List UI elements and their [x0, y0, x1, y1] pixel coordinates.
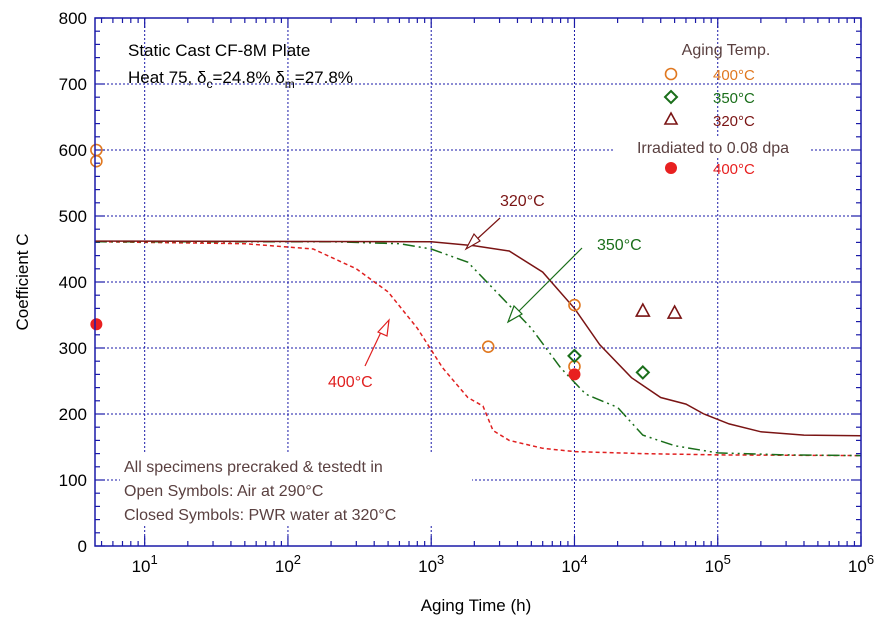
- arrow-400: [364, 318, 390, 367]
- aged350-point: [635, 365, 651, 380]
- x-tick-label: 105: [705, 552, 731, 576]
- legend-header: Aging Temp.: [682, 42, 771, 59]
- fit-curves: [94, 240, 862, 457]
- legend: Aging Temp. 400°C 350°C 320°C Irradiated…: [613, 42, 811, 178]
- aged320-point: [666, 304, 683, 319]
- curve-label-320: 320°C: [500, 193, 545, 210]
- x-tick-label: 104: [561, 552, 587, 576]
- title-line-1: Static Cast CF-8M Plate: [128, 41, 310, 60]
- y-tick-label: 300: [59, 339, 87, 358]
- curve-label-350: 350°C: [597, 237, 642, 254]
- y-tick-label: 500: [59, 207, 87, 226]
- y-tick-label: 700: [59, 75, 87, 94]
- legend-label-350: 350°C: [713, 90, 755, 107]
- curve350-line: [95, 240, 862, 457]
- note-line-3: Closed Symbols: PWR water at 320°C: [124, 507, 396, 524]
- axis-tick-labels: 0 100 200 300 400 500 600 700 800 101 102 103 104 105…: [59, 9, 874, 576]
- y-tick-label: 0: [78, 537, 87, 556]
- legend-label-320: 320°C: [713, 113, 755, 130]
- aged400-point: [568, 298, 581, 312]
- curve320-line: [94, 240, 862, 437]
- title-line-2: Heat 75, δc=24.8% δm=27.8%: [128, 68, 353, 91]
- legend-irr-header: Irradiated to 0.08 dpa: [637, 140, 789, 157]
- plot-frame: [94, 17, 862, 547]
- legend-label-400: 400°C: [713, 67, 755, 84]
- aged320-point: [634, 302, 651, 317]
- legend-irr-header-bg: [613, 137, 811, 157]
- irr400-point: [90, 318, 103, 331]
- arrow-320: [464, 217, 501, 251]
- legend-marker-irr: [665, 162, 677, 174]
- curve-annotations: 320°C 350°C 400°C: [328, 193, 642, 391]
- x-tick-label: 103: [418, 552, 444, 576]
- x-tick-label: 102: [275, 552, 301, 576]
- aged350-point: [567, 348, 582, 364]
- note-line-1: All specimens precraked & testedt in: [124, 459, 383, 476]
- y-tick-label: 100: [59, 471, 87, 490]
- curve400-line: [94, 240, 862, 457]
- y-tick-label: 400: [59, 273, 87, 292]
- aged400-point: [481, 340, 495, 353]
- y-tick-label: 200: [59, 405, 87, 424]
- minor-ticks: [95, 17, 862, 547]
- arrow-350: [506, 247, 583, 324]
- x-tick-label: 106: [848, 552, 874, 576]
- x-axis-label: Aging Time (h): [421, 596, 532, 615]
- data-points: [90, 143, 683, 381]
- aged400-point: [90, 154, 103, 168]
- legend-label-irr: 400°C: [713, 161, 755, 178]
- notes-bg: [120, 454, 472, 526]
- irr400-point: [568, 368, 581, 381]
- y-tick-label: 600: [59, 141, 87, 160]
- y-axis-label: Coefficient C: [13, 233, 32, 330]
- legend-marker-320: [663, 111, 679, 125]
- curve-label-400: 400°C: [328, 374, 373, 391]
- legend-marker-400: [664, 67, 678, 81]
- note-line-2: Open Symbols: Air at 290°C: [124, 483, 323, 500]
- legend-marker-350: [663, 89, 679, 105]
- x-tick-label: 101: [132, 552, 158, 576]
- notes: All specimens precraked & testedt in Ope…: [120, 454, 472, 526]
- y-tick-label: 800: [59, 9, 87, 28]
